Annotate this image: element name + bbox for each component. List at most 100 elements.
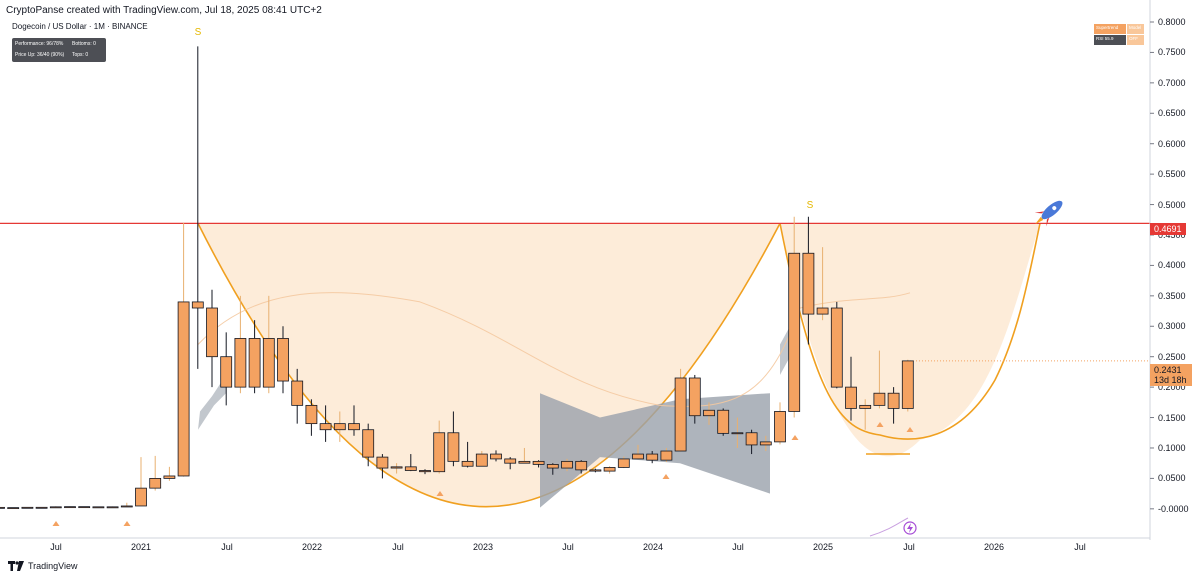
candle-body[interactable] <box>873 392 886 406</box>
candle-body[interactable] <box>646 453 659 461</box>
lightning-badge-icon[interactable] <box>903 521 917 535</box>
candle-body[interactable] <box>305 404 318 425</box>
candle-body[interactable] <box>475 453 488 467</box>
candle-body[interactable] <box>362 429 375 458</box>
candle-body[interactable] <box>191 301 204 309</box>
candle-body[interactable] <box>206 307 218 358</box>
candle-body[interactable] <box>660 450 673 461</box>
stats-cell: Price Up: 36/40 (90%) <box>15 52 65 58</box>
time-tick-label: Jul <box>562 542 574 552</box>
candle-body[interactable] <box>106 506 119 509</box>
candle-body[interactable] <box>745 432 758 446</box>
candle-body[interactable] <box>674 377 687 452</box>
candle-body[interactable] <box>333 423 346 431</box>
candle-body[interactable] <box>248 338 261 388</box>
time-tick-label: Jul <box>1074 542 1086 552</box>
candle-body[interactable] <box>532 460 545 465</box>
candle-body[interactable] <box>163 475 176 479</box>
candle-body[interactable] <box>149 478 162 489</box>
time-tick-label: Jul <box>392 542 404 552</box>
time-tick-label: 2021 <box>130 542 152 552</box>
footer-brand[interactable]: TradingView <box>8 561 78 571</box>
candle-body[interactable] <box>518 460 531 464</box>
time-tick-label: Jul <box>903 542 915 552</box>
candle-body[interactable] <box>21 506 34 509</box>
candle-body[interactable] <box>120 505 133 508</box>
candle-body[interactable] <box>177 301 190 477</box>
price-tick-label: 0.7500 <box>1158 47 1186 58</box>
candle-body[interactable] <box>376 456 389 469</box>
candle-body[interactable] <box>461 460 474 467</box>
candle-body[interactable] <box>490 453 502 460</box>
candle-body[interactable] <box>816 307 829 315</box>
candle-body[interactable] <box>7 507 20 510</box>
candle-body[interactable] <box>419 470 431 473</box>
buy-triangle-marker <box>791 435 799 440</box>
candle-body[interactable] <box>35 506 48 509</box>
candle-body[interactable] <box>220 356 233 388</box>
symbol-title: Dogecoin / US Dollar · 1M · BINANCE <box>12 22 148 31</box>
candle-body[interactable] <box>688 377 701 417</box>
candle-body[interactable] <box>319 423 332 431</box>
price-tick-label: 0.1000 <box>1158 442 1186 453</box>
candle-body[interactable] <box>64 506 76 509</box>
candle-body[interactable] <box>262 338 275 388</box>
time-tick-label: 2023 <box>472 542 494 552</box>
price-tick-label: 0.2000 <box>1158 382 1186 393</box>
candle-body[interactable] <box>504 458 517 464</box>
stats-cell: Bottoms: 0 <box>72 41 96 47</box>
lightning-bolt <box>907 523 913 533</box>
model-label: Model <box>1127 24 1144 34</box>
candle-body[interactable] <box>135 487 147 507</box>
candle-body[interactable] <box>774 411 786 443</box>
candle-body[interactable] <box>49 506 62 509</box>
candle-body[interactable] <box>603 467 616 472</box>
candle-body[interactable] <box>291 380 304 406</box>
price-tick-label: 0.5000 <box>1158 199 1186 210</box>
candle-body[interactable] <box>390 466 403 469</box>
candle-body[interactable] <box>234 338 247 388</box>
candle-body[interactable] <box>617 458 630 468</box>
countdown: 13d 18h <box>1154 375 1187 385</box>
candle-body[interactable] <box>589 469 602 472</box>
candle-body[interactable] <box>404 466 417 471</box>
stats-cell: Tops: 0 <box>72 52 89 58</box>
candle-body[interactable] <box>845 386 857 409</box>
candle-body[interactable] <box>277 338 289 382</box>
time-tick-label: Jul <box>732 542 744 552</box>
candle-body[interactable] <box>802 252 815 315</box>
time-tick-label: 2024 <box>642 542 664 552</box>
time-tick-label: 2022 <box>301 542 323 552</box>
rocket-flame <box>1035 216 1044 225</box>
buy-triangle-marker <box>662 474 670 479</box>
buy-triangle-marker <box>906 427 914 432</box>
candle-body[interactable] <box>731 432 744 435</box>
candle-body[interactable] <box>92 506 105 509</box>
candle-body[interactable] <box>561 460 573 469</box>
time-tick-label: 2025 <box>812 542 834 552</box>
price-tick-label: 0.4000 <box>1158 260 1186 271</box>
candle-body[interactable] <box>78 506 91 509</box>
candle-body[interactable] <box>575 460 588 471</box>
candle-body[interactable] <box>901 360 914 409</box>
candle-body[interactable] <box>859 404 872 409</box>
candle-body[interactable] <box>447 432 460 462</box>
rocket-body <box>1041 200 1063 220</box>
price-tick-label: 0.8000 <box>1158 17 1186 27</box>
time-tick-label: 2026 <box>983 542 1005 552</box>
candle-body[interactable] <box>830 307 843 388</box>
candle-body[interactable] <box>788 252 801 412</box>
supertrend-label: Supertrend <box>1094 24 1126 34</box>
candle-body[interactable] <box>0 506 5 509</box>
stats-panel: Performance: 96/78% Bottoms: 0 Price Up:… <box>12 38 106 62</box>
candle-body[interactable] <box>703 409 715 417</box>
candle-body[interactable] <box>632 453 644 460</box>
candle-body[interactable] <box>759 441 772 446</box>
candle-body[interactable] <box>887 392 900 409</box>
candle-body[interactable] <box>546 464 559 469</box>
chart-credit: CryptoPanse created with TradingView.com… <box>6 5 322 16</box>
candle-body[interactable] <box>348 423 360 431</box>
candle-body[interactable] <box>433 432 446 473</box>
candle-body[interactable] <box>717 409 730 434</box>
